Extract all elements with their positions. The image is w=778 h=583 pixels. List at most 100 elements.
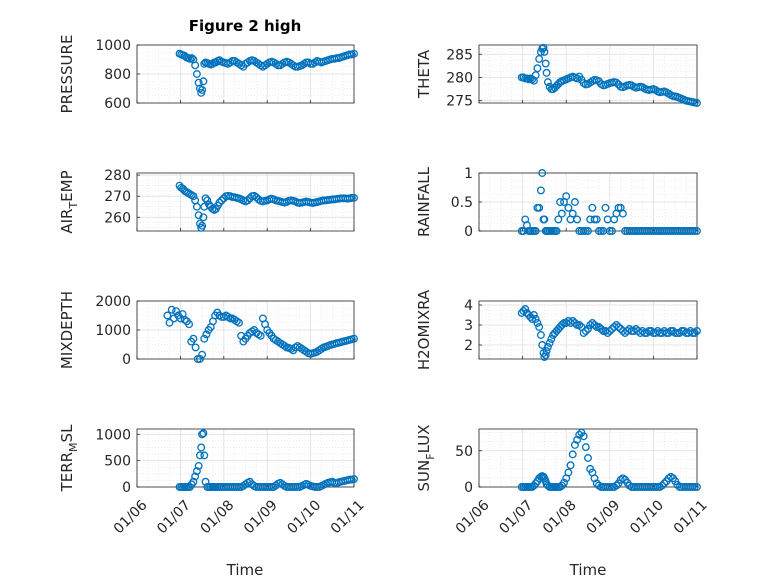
data-point: [200, 451, 209, 460]
data-point: [176, 314, 185, 323]
data-point: [566, 461, 575, 470]
data-point: [575, 430, 584, 439]
data-point: [192, 202, 201, 211]
subplot-8: 0 50 SUNFLUX 01/06 01/07 01/08 01/09 01/10 01/11: [415, 425, 711, 538]
data-point: [539, 43, 548, 52]
data-point: [688, 483, 697, 491]
y-tick-label: 2000: [95, 294, 131, 310]
xlabel-right: Time: [569, 561, 607, 579]
data-point: [590, 321, 599, 329]
data-point: [608, 227, 616, 235]
data-point: [570, 319, 579, 327]
data-point: [588, 319, 597, 327]
y-tick-label: 0: [122, 480, 131, 496]
data-point: [556, 323, 565, 331]
data-point: [545, 339, 554, 347]
data-point: [350, 475, 358, 484]
y-tick-label: 1000: [95, 427, 131, 443]
y-tick-label: 1000: [95, 38, 131, 54]
data-point: [199, 77, 208, 86]
data-point: [547, 335, 556, 343]
data-point: [612, 321, 621, 329]
data-point: [185, 320, 194, 329]
y-tick-label: 280: [104, 168, 131, 184]
data-point: [603, 329, 612, 337]
data-point: [688, 329, 697, 337]
data-point: [256, 331, 265, 340]
axes-box: [478, 44, 698, 104]
data-point: [531, 227, 540, 235]
data-point: [200, 334, 209, 343]
y-tick-label: 4: [464, 298, 473, 314]
data-point: [557, 209, 566, 218]
data-point: [597, 325, 606, 333]
data-point: [581, 227, 590, 235]
y-tick-label: 1: [464, 166, 473, 182]
x-tick-label: 01/06: [453, 497, 493, 537]
data-point: [573, 74, 582, 83]
data-point: [612, 78, 621, 87]
y-tick-label: 0: [464, 224, 473, 240]
data-point: [597, 227, 606, 235]
data-point: [542, 347, 551, 355]
data-point: [693, 99, 701, 107]
data-point: [612, 481, 621, 490]
data-point: [187, 54, 196, 62]
data-point: [350, 193, 358, 202]
data-point: [592, 323, 601, 331]
data-point: [197, 443, 206, 452]
data-point: [590, 215, 599, 224]
data-point: [529, 311, 538, 319]
x-tick-label: 01/09: [584, 497, 624, 537]
data-point: [579, 329, 588, 337]
data-point: [217, 196, 226, 205]
data-point: [562, 192, 571, 201]
y-tick-label: 0: [122, 352, 131, 368]
subplot-7: 0 500 1000 TERRMSL 01/06 01/07 01/08 01/09 01/10…: [58, 424, 368, 537]
data-point: [556, 483, 565, 491]
data-point: [195, 219, 204, 228]
data-point: [521, 305, 530, 313]
data-point: [198, 350, 207, 359]
data-point: [693, 483, 701, 491]
y-tick-label: 260: [104, 210, 131, 226]
data-point: [605, 227, 614, 235]
data-point: [536, 186, 545, 195]
y-tick-label: 280: [446, 70, 473, 86]
data-point: [172, 307, 181, 316]
data-point: [533, 319, 542, 327]
data-point: [690, 329, 699, 337]
data-point: [690, 227, 699, 235]
y-axis-label: AIRTEMP: [58, 170, 80, 233]
data-point: [584, 454, 592, 462]
data-point: [540, 48, 549, 56]
data-point: [581, 443, 590, 452]
y-tick-label: 0: [464, 480, 473, 496]
data-point: [540, 215, 549, 224]
data-point: [195, 451, 204, 460]
x-tick-label: 01/07: [496, 497, 536, 537]
y-tick-label: 2: [464, 338, 473, 354]
data-point: [605, 327, 614, 335]
data-point: [167, 305, 176, 314]
data-point: [653, 483, 662, 491]
data-point: [568, 450, 577, 459]
data-point: [579, 227, 588, 235]
data-point: [552, 227, 561, 235]
data-point: [575, 321, 584, 329]
data-point: [201, 194, 210, 203]
subplot-2: 275 280 285 THETA: [415, 43, 701, 110]
data-point: [557, 321, 566, 329]
y-axis-label: SUNFLUX: [415, 425, 437, 492]
data-point: [528, 315, 537, 323]
data-point: [592, 215, 601, 224]
data-point: [556, 198, 565, 206]
axes-box: [478, 428, 698, 488]
data-point: [201, 477, 210, 486]
data-point: [198, 85, 207, 94]
data-point: [584, 227, 592, 235]
y-tick-label: 0.5: [451, 195, 473, 211]
data-point: [560, 478, 568, 487]
data-point: [203, 196, 212, 205]
